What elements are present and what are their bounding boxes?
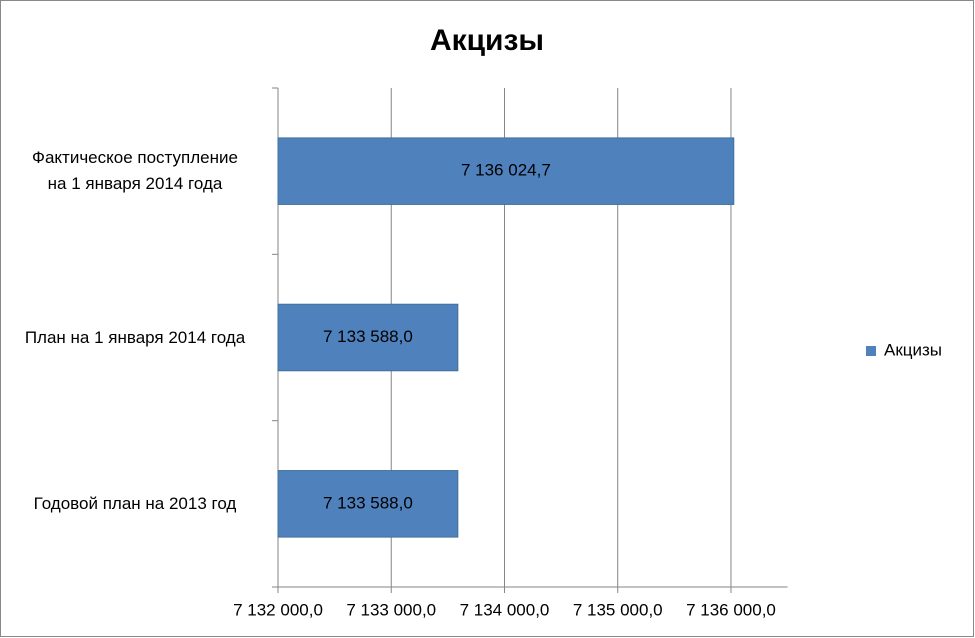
category-label: Фактическое поступление на 1 января 2014… — [32, 148, 238, 194]
legend-swatch — [866, 346, 876, 356]
x-tick-label: 7 134 000,0 — [460, 600, 550, 619]
bar — [277, 303, 459, 372]
category-label: Годовой план на 2013 год — [33, 493, 237, 513]
legend-label: Акцизы — [884, 340, 942, 359]
x-tick-label: 7 135 000,0 — [573, 600, 663, 619]
x-tick-label: 7 136 000,0 — [686, 600, 776, 619]
category-label: План на 1 января 2014 года — [24, 327, 246, 347]
bar — [277, 470, 459, 538]
chart-title: Акцизы — [430, 24, 544, 57]
x-tick-label: 7 132 000,0 — [233, 600, 323, 619]
bar — [277, 137, 735, 205]
data-label: 7 133 588,0 — [323, 493, 413, 512]
data-label: 7 136 024,7 — [461, 161, 551, 180]
data-label: 7 133 588,0 — [323, 327, 413, 346]
x-tick-label: 7 133 000,0 — [346, 600, 436, 619]
